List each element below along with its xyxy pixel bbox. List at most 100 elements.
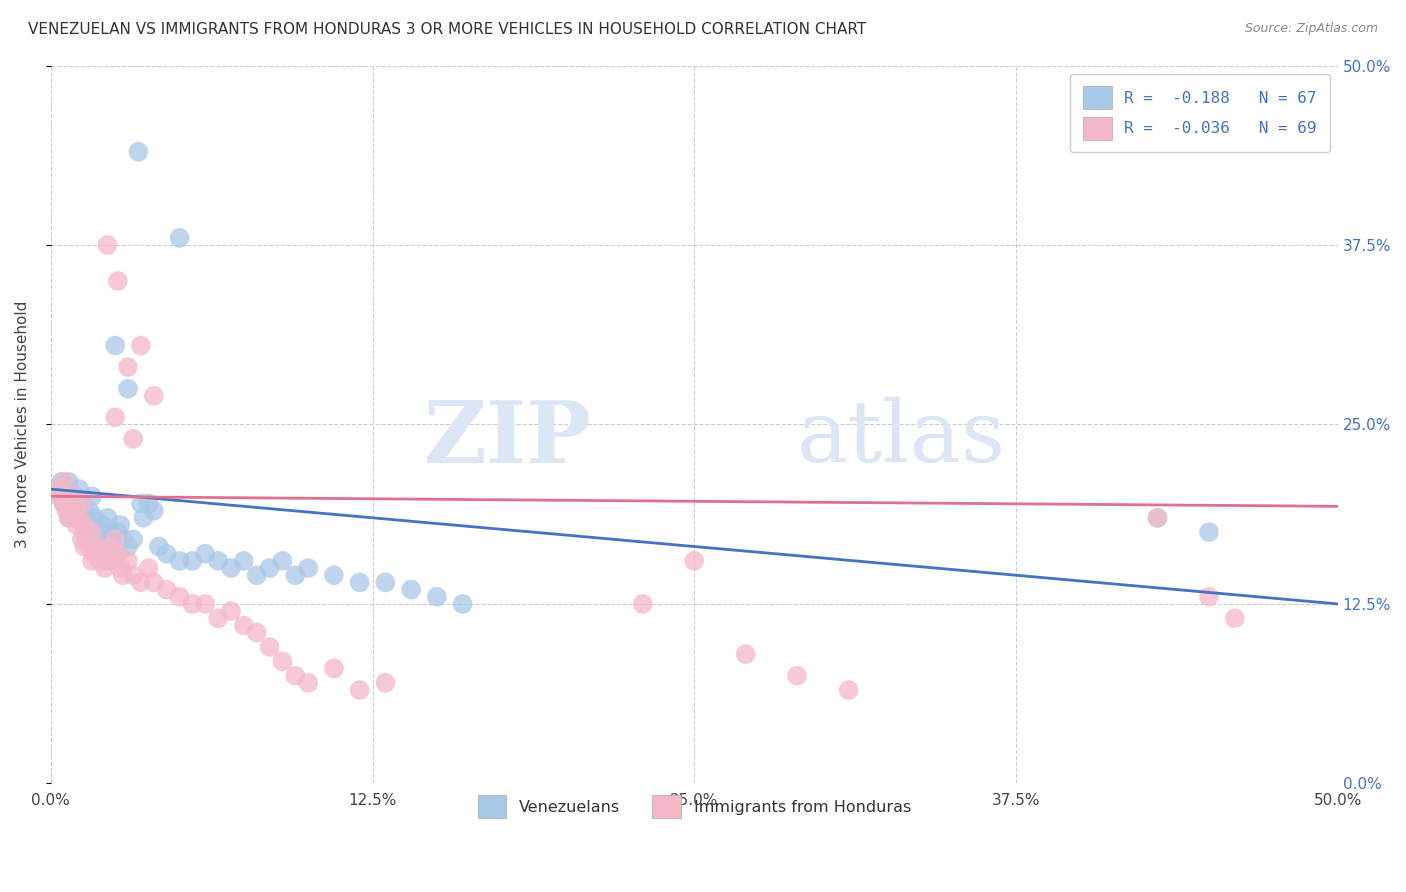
- Point: [169, 554, 191, 568]
- Point: [156, 547, 179, 561]
- Point: [70, 511, 93, 525]
- Point: [101, 554, 124, 568]
- Point: [73, 540, 96, 554]
- Point: [107, 525, 129, 540]
- Point: [232, 618, 254, 632]
- Point: [1198, 525, 1220, 540]
- Point: [122, 432, 145, 446]
- Point: [86, 540, 108, 554]
- Point: [110, 561, 132, 575]
- Point: [194, 547, 217, 561]
- Point: [122, 568, 145, 582]
- Point: [259, 561, 281, 575]
- Point: [117, 540, 139, 554]
- Point: [219, 561, 242, 575]
- Point: [101, 533, 124, 547]
- Point: [70, 496, 93, 510]
- Point: [60, 503, 83, 517]
- Point: [207, 611, 229, 625]
- Legend: Venezuelans, Immigrants from Honduras: Venezuelans, Immigrants from Honduras: [470, 787, 920, 826]
- Point: [156, 582, 179, 597]
- Point: [142, 575, 165, 590]
- Point: [63, 511, 86, 525]
- Point: [374, 676, 396, 690]
- Point: [52, 482, 75, 496]
- Point: [683, 554, 706, 568]
- Point: [271, 654, 294, 668]
- Point: [786, 669, 808, 683]
- Text: atlas: atlas: [797, 397, 1007, 481]
- Point: [96, 511, 118, 525]
- Point: [96, 554, 118, 568]
- Point: [104, 540, 127, 554]
- Point: [80, 554, 103, 568]
- Point: [219, 604, 242, 618]
- Point: [232, 554, 254, 568]
- Point: [91, 547, 114, 561]
- Point: [284, 669, 307, 683]
- Point: [129, 496, 152, 510]
- Point: [67, 511, 90, 525]
- Point: [111, 533, 134, 547]
- Point: [96, 238, 118, 252]
- Point: [399, 582, 422, 597]
- Point: [129, 575, 152, 590]
- Point: [70, 533, 93, 547]
- Text: Source: ZipAtlas.com: Source: ZipAtlas.com: [1244, 22, 1378, 36]
- Point: [79, 540, 101, 554]
- Point: [76, 511, 98, 525]
- Point: [1198, 590, 1220, 604]
- Point: [67, 482, 90, 496]
- Point: [111, 568, 134, 582]
- Point: [65, 489, 87, 503]
- Point: [129, 338, 152, 352]
- Point: [122, 533, 145, 547]
- Point: [76, 533, 98, 547]
- Point: [83, 511, 105, 525]
- Point: [55, 496, 77, 510]
- Point: [297, 676, 319, 690]
- Point: [246, 568, 269, 582]
- Point: [67, 511, 90, 525]
- Point: [98, 525, 121, 540]
- Point: [89, 554, 111, 568]
- Point: [70, 496, 93, 510]
- Point: [142, 389, 165, 403]
- Point: [89, 533, 111, 547]
- Point: [107, 547, 129, 561]
- Point: [79, 525, 101, 540]
- Point: [117, 360, 139, 375]
- Point: [207, 554, 229, 568]
- Point: [65, 503, 87, 517]
- Point: [58, 511, 80, 525]
- Point: [838, 683, 860, 698]
- Point: [86, 525, 108, 540]
- Text: VENEZUELAN VS IMMIGRANTS FROM HONDURAS 3 OR MORE VEHICLES IN HOUSEHOLD CORRELATI: VENEZUELAN VS IMMIGRANTS FROM HONDURAS 3…: [28, 22, 866, 37]
- Point: [49, 475, 72, 489]
- Point: [63, 496, 86, 510]
- Point: [80, 525, 103, 540]
- Point: [284, 568, 307, 582]
- Point: [142, 503, 165, 517]
- Point: [104, 338, 127, 352]
- Point: [349, 575, 371, 590]
- Point: [132, 511, 155, 525]
- Point: [169, 231, 191, 245]
- Point: [374, 575, 396, 590]
- Point: [58, 475, 80, 489]
- Point: [63, 489, 86, 503]
- Point: [80, 489, 103, 503]
- Point: [60, 503, 83, 517]
- Point: [138, 561, 160, 575]
- Point: [110, 518, 132, 533]
- Point: [631, 597, 654, 611]
- Point: [271, 554, 294, 568]
- Point: [48, 482, 70, 496]
- Point: [1223, 611, 1246, 625]
- Point: [52, 475, 75, 489]
- Point: [98, 540, 121, 554]
- Point: [63, 511, 86, 525]
- Point: [65, 518, 87, 533]
- Point: [148, 540, 170, 554]
- Point: [138, 496, 160, 510]
